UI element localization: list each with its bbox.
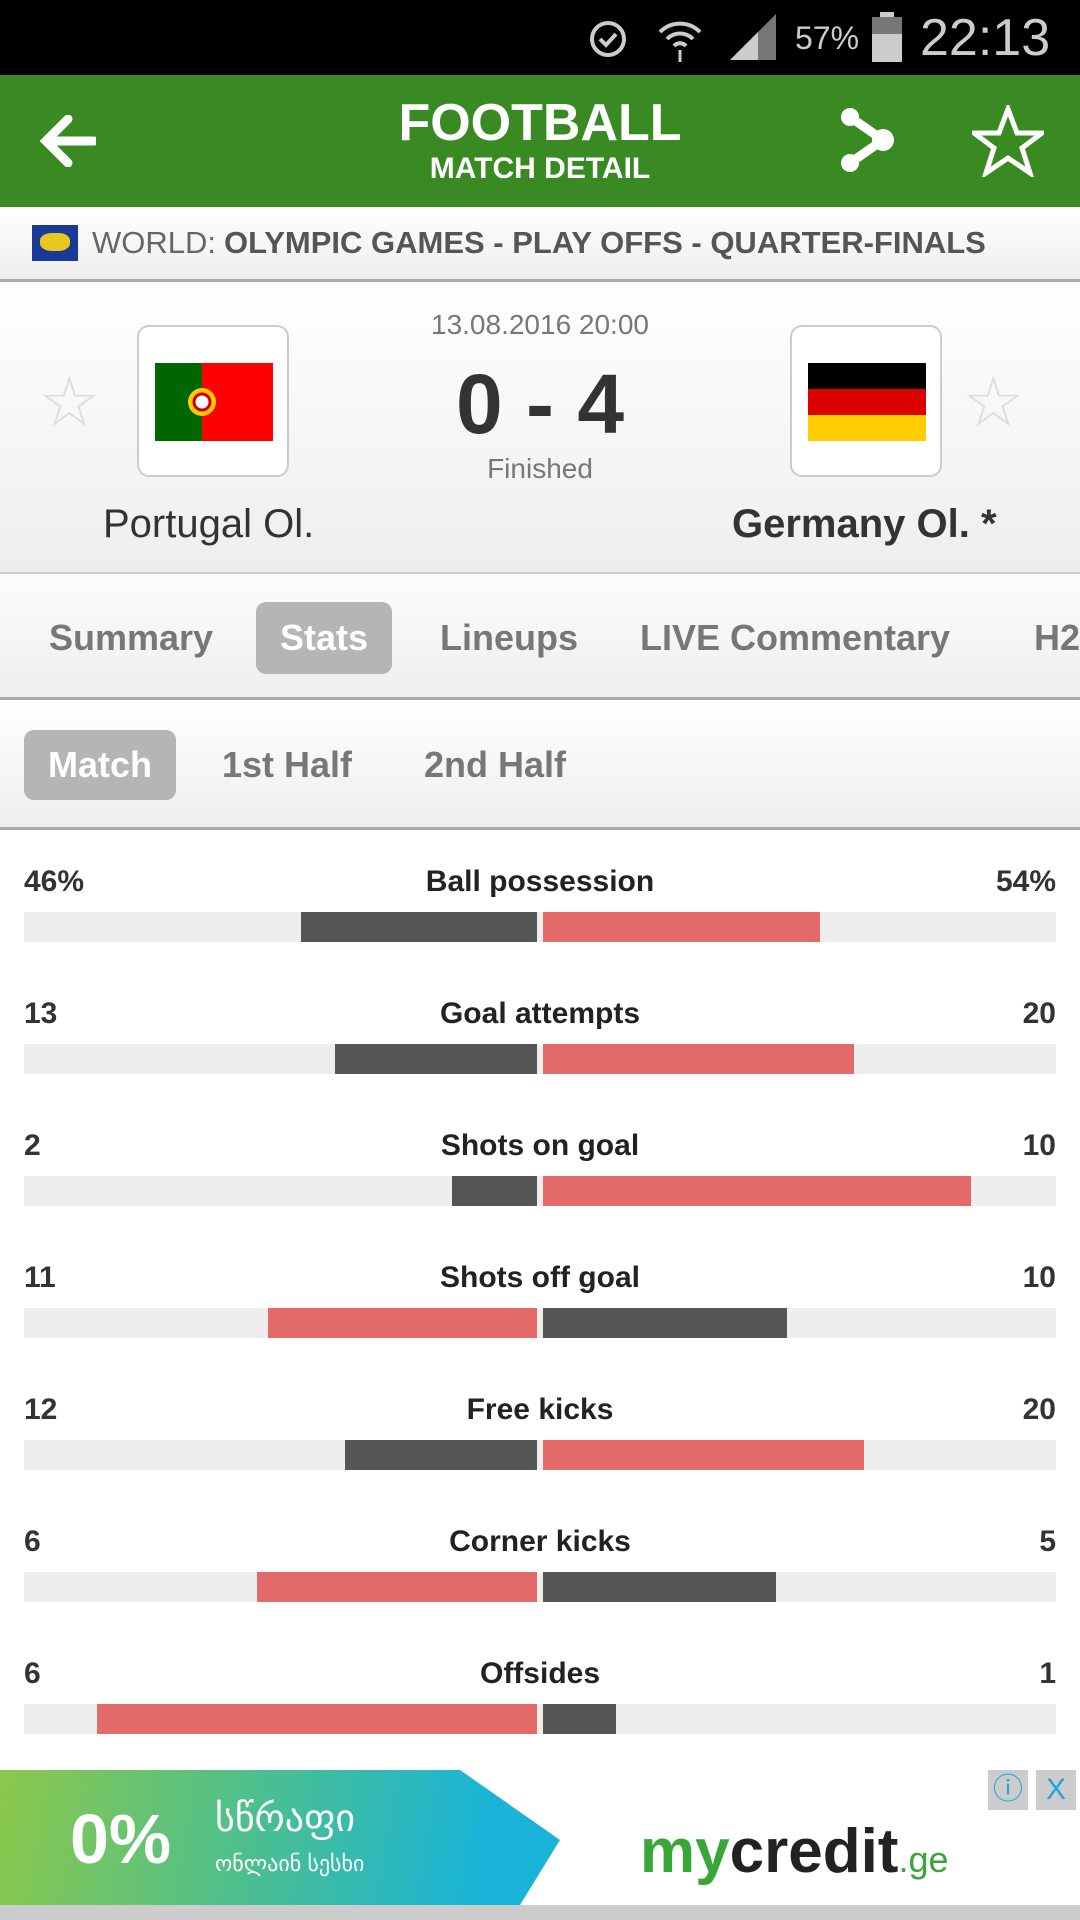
stat-home-value: 6 [24,1657,41,1690]
status-bar: 57% 22:13 [0,0,1080,75]
stat-name: Ball possession [425,865,655,898]
star-icon[interactable] [972,105,1044,177]
stat-home-value: 46% [24,865,85,898]
stat-home-bar [334,1044,537,1074]
world-map-icon [32,225,78,261]
match-status: Finished [487,453,593,484]
match-datetime: 13.08.2016 20:00 [431,309,649,340]
stat-home-value: 6 [24,1525,41,1558]
header-title: FOOTBALL [398,94,682,152]
portugal-flag-icon [155,363,273,441]
favorite-home-star-icon[interactable]: ☆ [38,363,101,441]
ad-line2: ონლაინ სესხი [215,1851,365,1876]
logo-credit: credit [729,1817,899,1886]
stat-track [24,912,1056,942]
stat-row: 11 Shots off goal 10 [0,1260,1080,1392]
stat-name: Corner kicks [449,1525,631,1558]
signal-icon [730,14,776,60]
subtab-match[interactable]: Match [24,730,177,800]
stat-away-value: 10 [1022,1129,1056,1162]
tab-h2h[interactable]: H2H [1034,617,1080,658]
wifi-icon [658,21,702,62]
stat-away-bar [543,912,821,942]
stat-row: 13 Goal attempts 20 [0,996,1080,1128]
share-icon[interactable] [838,107,898,173]
stat-home-bar [97,1704,537,1734]
stat-away-value: 1 [1039,1657,1056,1690]
stat-track [24,1440,1056,1470]
stat-away-value: 54% [995,865,1056,898]
stat-row: 6 Corner kicks 5 [0,1524,1080,1656]
ad-graphic [0,1770,560,1905]
breadcrumb-competition: OLYMPIC GAMES - PLAY OFFS - QUARTER-FINA… [224,225,986,260]
away-team-logo[interactable] [790,325,942,477]
stat-away-bar [543,1704,617,1734]
stat-away-value: 20 [1022,997,1056,1030]
stat-name: Free kicks [466,1393,614,1426]
ad-info-icon[interactable]: ⓘ [988,1770,1028,1810]
match-header: ☆ 13.08.2016 20:00 0 - 4 Finished ☆ Port… [0,282,1080,572]
stat-row: 2 Shots on goal 10 [0,1128,1080,1260]
period-tabs: Match 1st Half 2nd Half [0,700,1080,830]
stat-away-bar [543,1440,864,1470]
stat-away-value: 10 [1022,1261,1056,1294]
subtab-2nd-half[interactable]: 2nd Half [424,744,567,785]
tab-lineups[interactable]: Lineups [440,617,579,658]
match-score: 0 - 4 [455,357,625,451]
stat-home-value: 2 [24,1129,41,1162]
subtab-1st-half[interactable]: 1st Half [222,744,353,785]
breadcrumb[interactable]: WORLD: OLYMPIC GAMES - PLAY OFFS - QUART… [0,207,1080,282]
bottom-strip [0,1905,1080,1920]
tab-summary[interactable]: Summary [49,617,214,658]
stat-away-bar [543,1176,971,1206]
stat-home-value: 13 [24,997,58,1030]
stat-name: Goal attempts [439,997,641,1030]
stat-name: Offsides [479,1657,601,1690]
alarm-icon [590,21,626,57]
stat-away-value: 20 [1022,1393,1056,1426]
germany-flag-icon [808,363,926,441]
ad-close-icon[interactable]: X [1036,1770,1076,1810]
ad-banner[interactable]: 0% სწრაფი ონლაინ სესხი mycredit.ge ⓘ X [0,1770,1080,1905]
tab-bar: Summary Stats Lineups LIVE Commentary H2… [0,572,1080,700]
back-arrow-icon[interactable] [40,115,96,167]
app-header: FOOTBALL MATCH DETAIL [0,75,1080,207]
stat-track [24,1044,1056,1074]
logo-my: my [640,1817,730,1886]
home-team-logo[interactable] [137,325,289,477]
stat-away-bar [543,1044,854,1074]
tab-stats[interactable]: Stats [256,602,393,674]
breadcrumb-prefix: WORLD: [92,225,216,260]
clock: 22:13 [920,9,1051,67]
header-subtitle: MATCH DETAIL [429,152,651,185]
stat-name: Shots on goal [440,1129,640,1162]
ad-percent: 0% [70,1800,172,1878]
stat-track [24,1572,1056,1602]
stat-home-bar [344,1440,537,1470]
stat-home-bar [451,1176,537,1206]
stat-away-bar [543,1572,777,1602]
ad-logo: mycredit.ge [640,1816,949,1896]
home-team-name[interactable]: Portugal Ol. [103,502,315,546]
tab-live-commentary[interactable]: LIVE Commentary [640,617,951,658]
stat-home-bar [268,1308,537,1338]
stat-home-value: 12 [24,1393,58,1426]
stat-home-value: 11 [24,1261,56,1294]
stat-row: 12 Free kicks 20 [0,1392,1080,1524]
stat-away-bar [543,1308,788,1338]
stat-home-bar [301,912,537,942]
stat-row: 6 Offsides 1 [0,1656,1080,1788]
stat-home-bar [257,1572,537,1602]
battery-icon [872,12,902,62]
stat-track [24,1308,1056,1338]
ad-line1: სწრაფი [215,1798,356,1840]
stat-away-value: 5 [1039,1525,1056,1558]
stat-row: 46% Ball possession 54% [0,864,1080,996]
stat-name: Shots off goal [440,1261,640,1294]
away-team-name[interactable]: Germany Ol. * [732,502,997,546]
favorite-away-star-icon[interactable]: ☆ [962,363,1025,441]
battery-percent: 57% [795,20,860,56]
logo-ge: .ge [898,1839,949,1880]
